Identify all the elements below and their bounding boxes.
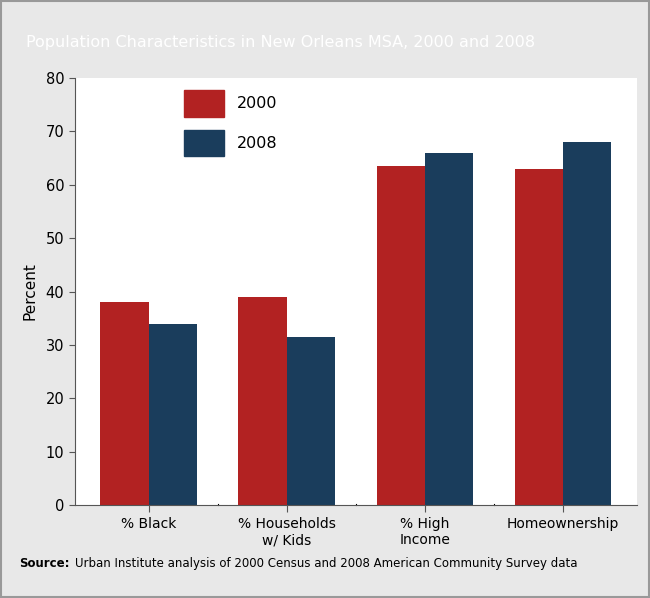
Text: Source:: Source: (20, 557, 70, 570)
Bar (149, 324, 197, 505)
Bar (376, 166, 425, 505)
Bar (515, 169, 563, 505)
Bar (425, 152, 473, 505)
Bar (100, 302, 149, 505)
Text: Population Characteristics in New Orleans MSA, 2000 and 2008: Population Characteristics in New Orlean… (26, 35, 535, 50)
Bar (239, 297, 287, 505)
Y-axis label: Percent: Percent (22, 263, 37, 321)
Bar (563, 142, 612, 505)
Bar (287, 337, 335, 505)
Legend: 2000, 2008: 2000, 2008 (184, 90, 278, 156)
Text: Urban Institute analysis of 2000 Census and 2008 American Community Survey data: Urban Institute analysis of 2000 Census … (75, 557, 577, 570)
